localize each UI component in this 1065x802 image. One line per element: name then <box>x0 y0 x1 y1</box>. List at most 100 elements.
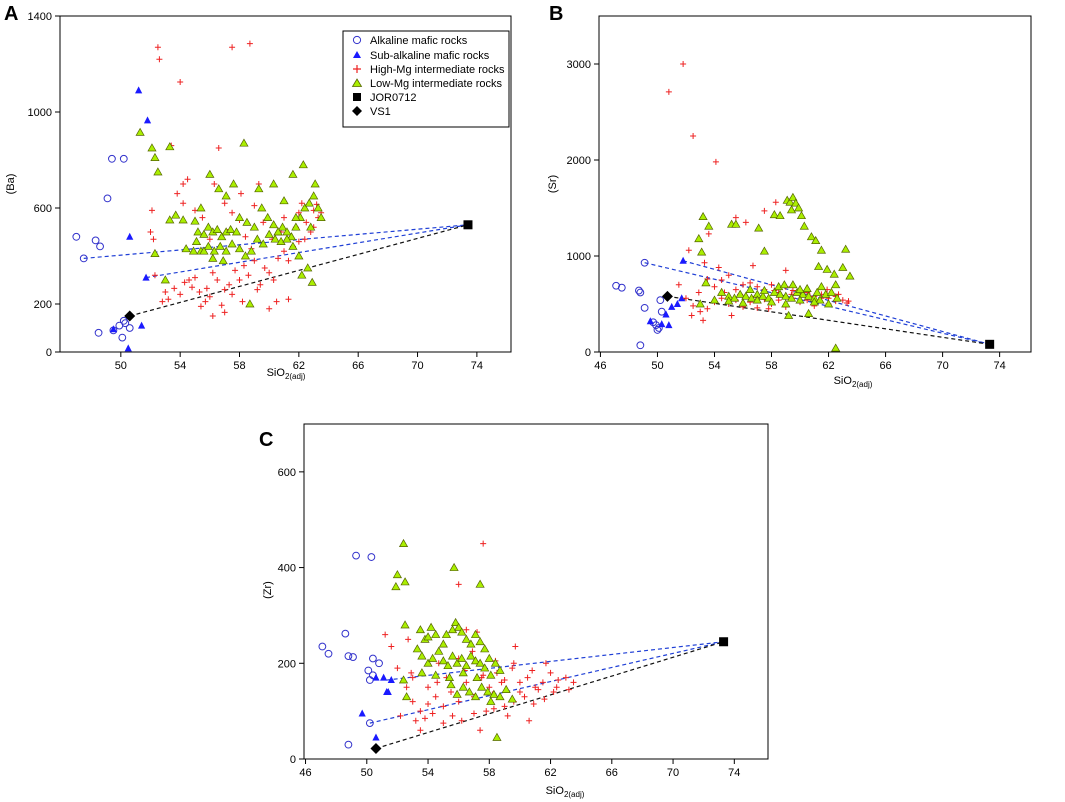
panel-a-point-lowmg <box>249 222 259 231</box>
panel-b-point-highmg <box>742 219 749 226</box>
panel-a-point-highmg <box>206 293 213 300</box>
panel-b-point-vs1 <box>661 290 673 302</box>
panel-b-point-lowmg <box>779 280 789 289</box>
panel-b-point-lowmg <box>717 287 727 296</box>
panel-b-point-alkaline <box>656 296 665 305</box>
panel-b-point-highmg <box>772 199 779 206</box>
panel-c-point-lowmg <box>398 538 409 547</box>
panel-c-point-highmg <box>521 693 528 700</box>
panel-c-point-lowmg <box>490 658 501 667</box>
panel-c-point-highmg <box>565 686 572 693</box>
legend-jor0712: JOR0712 <box>353 92 416 104</box>
panel-a-point-highmg <box>251 257 258 264</box>
panel-a-point-lowmg <box>288 241 298 250</box>
panel-a-point-highmg <box>206 236 213 243</box>
panel-b-point-alkaline <box>612 281 621 290</box>
panel-b-point-highmg <box>665 88 672 95</box>
panel-a-x-axis: 50 54 58 62 66 70 74 <box>115 352 483 372</box>
panel-b-point-highmg <box>712 158 719 165</box>
panel-c-point-highmg <box>542 660 549 667</box>
panel-c-point-highmg <box>553 684 560 691</box>
panel-a-point-lowmg <box>208 253 218 262</box>
panel-a-point-lowmg <box>226 224 236 233</box>
panel-c-point-lowmg <box>489 689 499 698</box>
panel-b-point-highmg <box>844 300 851 307</box>
panel-a-point-lowmg <box>246 246 256 255</box>
panel-a-point-highmg <box>251 202 258 209</box>
panel-c-point-highmg <box>463 679 470 686</box>
panel-b-point-lowmg <box>781 299 791 308</box>
panel-b-point-lowmg <box>698 211 708 220</box>
panel-b-point-alkaline <box>640 303 649 312</box>
panel-c-point-subalkaline <box>358 709 366 717</box>
panel-c-point-lowmg <box>451 617 461 626</box>
panel-c-point-jor <box>719 637 729 647</box>
panel-b: B 46 50 54 58 62 66 70 74 0 1000 2000 3000 SiO2(ad… <box>547 3 1032 389</box>
panel-a-point-alkaline <box>94 328 103 337</box>
panel-c-point-highmg <box>463 626 470 633</box>
panel-b-point-subalkaline <box>662 310 670 318</box>
panel-c-point-highmg <box>409 674 416 681</box>
panel-a-point-lowmg <box>307 277 317 286</box>
panel-b-point-lowmg <box>766 297 777 306</box>
panel-a-point-lowmg <box>150 248 160 257</box>
panel-a-point-alkaline <box>121 319 130 328</box>
panel-c-point-lowmg <box>454 622 464 631</box>
panel-c-point-highmg <box>409 698 416 705</box>
panel-c-point-lowmg <box>472 672 482 681</box>
panel-b-point-lowmg <box>695 299 705 308</box>
panel-b-point-lowmg <box>795 284 805 293</box>
panel-a-point-highmg <box>285 296 292 303</box>
panel-c-point-subalkaline <box>372 733 380 741</box>
panel-a-point-lowmg <box>245 299 255 308</box>
panel-b-point-highmg <box>718 295 725 302</box>
panel-a-point-highmg <box>237 190 244 197</box>
panel-b-point-alkaline <box>617 283 626 292</box>
panel-a-point-highmg <box>266 305 273 312</box>
panel-c-point-lowmg <box>486 670 496 679</box>
panel-a-point-lowmg <box>234 212 245 221</box>
panel-b-point-highmg <box>705 230 712 237</box>
panel-b-point-lowmg <box>803 308 814 317</box>
panel-a-point-subalkaline <box>137 321 146 329</box>
panel-b-point-lowmg <box>709 295 720 304</box>
panel-c-point-lowmg <box>495 665 505 674</box>
panel-b-point-highmg <box>690 133 697 139</box>
panel-c-point-lowmg <box>470 692 481 701</box>
panel-c-mixing-lines <box>369 641 724 750</box>
legend: Alkaline mafic rocks Sub-alkaline mafic … <box>342 30 510 128</box>
legend-lowmg: Low-Mg intermediate rocks <box>351 78 503 90</box>
panel-b-point-alkaline <box>636 341 645 350</box>
panel-b-point-lowmg <box>815 295 825 304</box>
panel-b-point-highmg <box>754 283 761 290</box>
panel-a-point-highmg <box>150 236 157 243</box>
panel-a-point-highmg <box>281 214 288 221</box>
panel-a-y-tick-label: 1000 <box>28 107 52 119</box>
panel-b-x-tick-label: 70 <box>936 360 948 372</box>
panel-a-point-highmg <box>174 190 181 197</box>
panel-b-point-highmg <box>715 264 722 271</box>
panel-a-point-lowmg <box>279 196 289 205</box>
panel-c-point-alkaline <box>367 553 376 561</box>
legend-lowmg-marker <box>351 78 363 87</box>
panel-c-point-highmg <box>469 648 476 655</box>
legend-subalkaline-marker <box>353 51 361 58</box>
panel-c-point-highmg <box>480 540 487 547</box>
panel-b-point-alkaline <box>654 324 663 332</box>
panel-c-point-lowmg <box>461 660 471 670</box>
panel-c-point-lowmg <box>392 570 403 579</box>
panel-b-point-alkaline <box>635 286 643 295</box>
panel-c-point-highmg <box>448 689 455 695</box>
panel-a-point-highmg <box>214 277 221 283</box>
panel-b-point-lowmg <box>724 296 734 305</box>
panel-a-point-highmg <box>184 176 191 183</box>
panel-a-point-highmg <box>236 277 243 283</box>
panel-a-point-lowmg <box>306 222 316 231</box>
panel-b-point-highmg <box>685 247 692 254</box>
panel-b-point-subalkaline <box>665 321 673 329</box>
panel-b-point-lowmg <box>745 284 755 293</box>
panel-a-point-lowmg <box>191 236 202 245</box>
panel-c-point-highmg <box>535 686 542 693</box>
panel-b-point-lowmg <box>813 261 824 270</box>
